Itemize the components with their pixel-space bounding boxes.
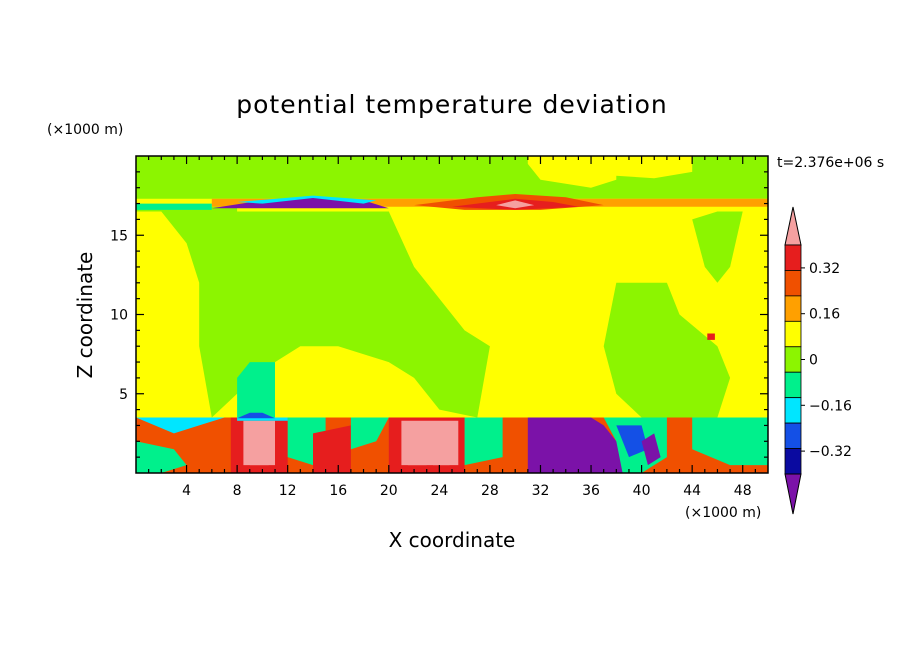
colorbar-box xyxy=(784,295,802,322)
field-region xyxy=(692,417,768,466)
field-region xyxy=(616,425,648,458)
colorbar-tick-label: −0.32 xyxy=(809,444,852,460)
field-region xyxy=(237,412,275,419)
field-region xyxy=(707,333,715,340)
x-tick-label: 16 xyxy=(329,483,347,499)
data-field xyxy=(136,156,769,473)
colorbar: 0.32 0.16 0 −0.16 −0.32 xyxy=(784,206,852,515)
field-region xyxy=(692,211,743,283)
colorbar-box xyxy=(784,397,802,424)
axis-ticks xyxy=(136,156,768,473)
x-axis-label: X coordinate xyxy=(389,528,516,552)
x-tick-label: 8 xyxy=(233,483,242,499)
field-region xyxy=(527,417,629,473)
field-region xyxy=(237,195,377,204)
x-unit-label: (×1000 m) xyxy=(685,505,761,521)
colorbar-box xyxy=(784,320,802,348)
colorbar-box xyxy=(784,448,802,475)
field-region xyxy=(136,417,225,434)
x-tick-label: 40 xyxy=(633,483,651,499)
field-region xyxy=(464,417,503,466)
colorbar-tick-label: −0.16 xyxy=(809,398,852,414)
colorbar-box xyxy=(784,346,802,373)
field-region xyxy=(136,441,187,473)
field-region xyxy=(136,203,212,210)
colorbar-tick-label: 0.32 xyxy=(809,261,840,277)
colorbar-top-arrow xyxy=(784,206,802,246)
colorbar-bottom-arrow xyxy=(784,473,802,515)
time-label: t=2.376e+06 s xyxy=(777,155,884,171)
y-tick-label: 15 xyxy=(110,228,128,244)
field-region xyxy=(313,425,351,473)
colorbar-tick-label: 0.16 xyxy=(809,307,840,323)
y-unit-label: (×1000 m) xyxy=(47,122,123,138)
x-tick-label: 12 xyxy=(279,483,297,499)
field-region xyxy=(433,441,450,466)
field-region xyxy=(161,211,490,418)
field-region xyxy=(237,362,275,418)
x-tick-label: 36 xyxy=(582,483,600,499)
field-region xyxy=(350,417,389,450)
field-region xyxy=(407,441,427,466)
colorbar-box xyxy=(784,270,802,297)
field-region xyxy=(603,156,693,179)
colorbar-tick-label: 0 xyxy=(809,353,818,369)
colorbar-box xyxy=(784,422,802,449)
x-tick-label: 20 xyxy=(380,483,398,499)
y-tick-label: 10 xyxy=(110,308,128,324)
field-region xyxy=(496,200,535,209)
field-region xyxy=(249,425,269,466)
x-tick-label: 24 xyxy=(430,483,448,499)
colorbar-box xyxy=(784,244,802,271)
field-region xyxy=(641,433,661,466)
y-tick-label: 5 xyxy=(119,387,128,403)
x-tick-labels: 4 8 12 16 20 24 28 32 36 40 44 48 xyxy=(182,483,752,499)
chart-title: potential temperature deviation xyxy=(236,90,667,119)
field-region xyxy=(603,282,731,418)
x-tick-label: 32 xyxy=(532,483,550,499)
y-axis-label: Z coordinate xyxy=(73,252,97,379)
x-tick-label: 4 xyxy=(182,483,191,499)
colorbar-box xyxy=(784,371,802,399)
field-region xyxy=(136,156,768,199)
x-tick-label: 44 xyxy=(683,483,701,499)
x-tick-label: 28 xyxy=(481,483,499,499)
y-tick-labels: 5 10 15 xyxy=(110,228,128,403)
x-tick-label: 48 xyxy=(734,483,752,499)
